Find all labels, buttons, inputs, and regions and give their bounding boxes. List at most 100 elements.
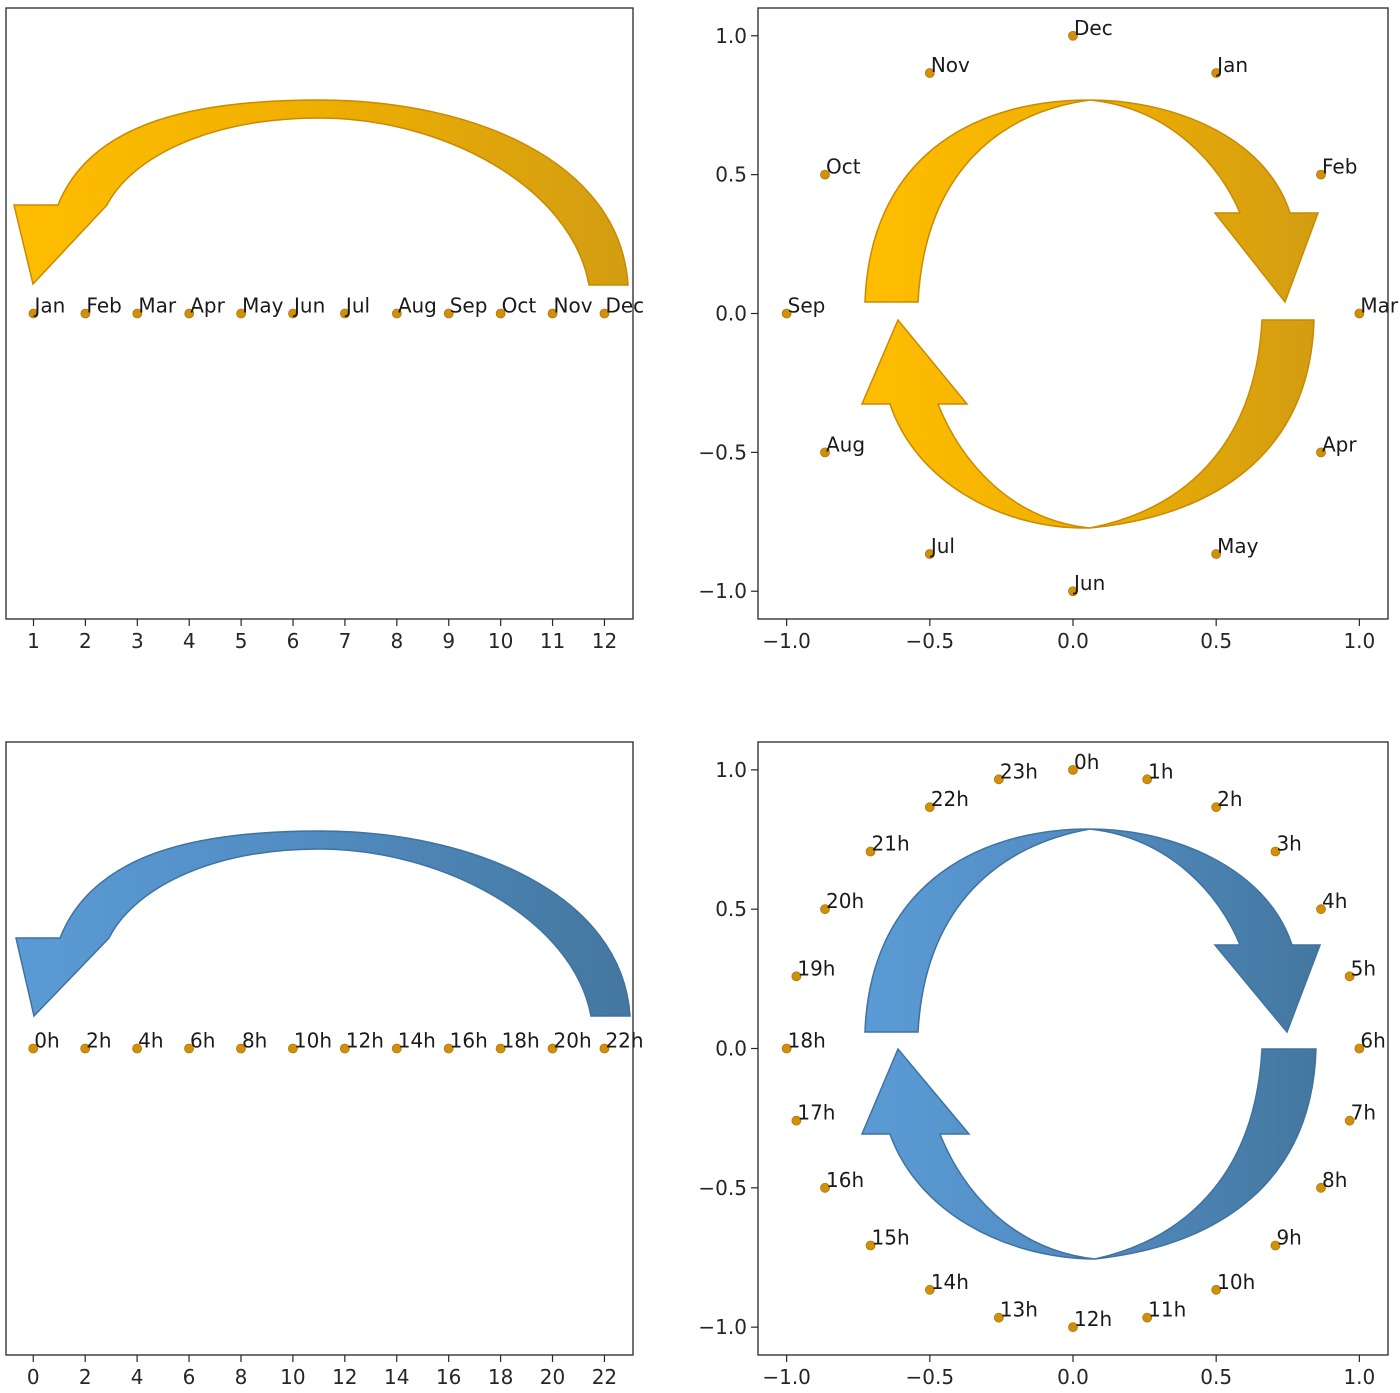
point-label: 23h	[1000, 759, 1038, 783]
point-label: 3h	[1276, 832, 1301, 856]
data-point	[1316, 904, 1326, 915]
data-point	[1068, 30, 1078, 41]
data-point	[1068, 1322, 1078, 1333]
data-point	[1354, 308, 1365, 319]
point-label: 0h	[1074, 750, 1099, 774]
x-tick-label: 8	[235, 1365, 248, 1389]
point-label: Jan	[33, 294, 66, 318]
data-point	[599, 308, 610, 319]
point-label: Jun	[1072, 571, 1105, 595]
data-point	[1344, 971, 1355, 982]
point-label: 14h	[398, 1029, 436, 1053]
arrow-bottom-left	[15, 830, 631, 1018]
curved-arrow-shape	[13, 99, 629, 286]
y-tick-label: 0.0	[715, 302, 747, 326]
point-label: Jan	[1215, 53, 1248, 77]
point-label: 12h	[346, 1029, 384, 1053]
x-tick-label: 16	[436, 1365, 461, 1389]
point-label: Aug	[398, 294, 437, 318]
point-label: 18h	[502, 1029, 540, 1053]
point-label: 21h	[872, 832, 910, 856]
x-tick-label: 4	[183, 629, 196, 653]
x-tick-label: 0	[27, 1365, 40, 1389]
point-label: Feb	[86, 294, 121, 318]
data-point	[443, 1043, 454, 1054]
point-label: 13h	[1000, 1298, 1038, 1322]
y-tick-label: 1.0	[715, 758, 747, 782]
panel-bottom-right: 0h 1h 2h 3h 4h 5h 6h 7h 8h 9h 10h 11h 12h 13h 14h 15h 16…	[698, 741, 1389, 1389]
x-tick-label: 7	[339, 629, 352, 653]
x-tick-label: −0.5	[906, 1365, 955, 1389]
x-tick-label: 1.0	[1343, 629, 1375, 653]
data-point	[443, 308, 454, 319]
data-point	[820, 447, 830, 458]
clockwise-arrow-lower	[860, 318, 1315, 529]
x-tick-label: 2	[79, 1365, 92, 1389]
x-tick-label: 8	[390, 629, 403, 653]
data-point	[820, 904, 830, 915]
x-tick-label: 0.0	[1057, 1365, 1089, 1389]
data-point	[781, 308, 792, 319]
panel-bottom-left: 0h 2h 4h 6h 8h 10h 12h 14h 16h 18h 20h 22h 0 2 4 6 8 10 1…	[5, 741, 644, 1389]
data-point	[924, 802, 935, 813]
point-label: Mar	[1360, 294, 1399, 318]
point-label: Dec	[1074, 16, 1113, 40]
data-point	[495, 1043, 506, 1054]
y-tick-label: −1.0	[698, 579, 747, 603]
data-point	[924, 549, 935, 559]
x-tick-label: 10	[488, 629, 513, 653]
x-tick-label: 12	[332, 1365, 357, 1389]
clockwise-arrow-upper	[864, 828, 1322, 1034]
data-point	[1270, 1240, 1281, 1251]
x-tick-label: 12	[592, 629, 617, 653]
x-tick-label: 3	[131, 629, 144, 653]
x-tick-label: 6	[287, 629, 300, 653]
point-label: 7h	[1351, 1101, 1376, 1125]
data-point	[1211, 549, 1222, 559]
point-label: 6h	[1360, 1029, 1385, 1053]
data-point	[1344, 1115, 1355, 1126]
y-tick-label: 0.5	[715, 897, 747, 921]
y-tick-label: 1.0	[715, 24, 747, 48]
point-label: 8h	[1322, 1168, 1347, 1192]
y-tick-label: 0.0	[715, 1037, 747, 1061]
x-tick-label: 6	[183, 1365, 196, 1389]
y-tick-label: −0.5	[698, 1176, 747, 1200]
data-point	[1316, 447, 1326, 458]
x-tick-label: 5	[235, 629, 248, 653]
data-point	[340, 308, 350, 319]
point-label: Apr	[190, 294, 225, 318]
x-tick-label: 2	[79, 629, 92, 653]
point-label: Nov	[554, 294, 593, 318]
data-point	[791, 1115, 802, 1126]
point-label: May	[1217, 534, 1259, 558]
x-tick-label: 0.5	[1200, 1365, 1232, 1389]
x-tick-label: 20	[540, 1365, 565, 1389]
data-point	[1316, 169, 1326, 180]
y-tick-label: −1.0	[698, 1315, 747, 1339]
data-point	[924, 68, 935, 78]
data-point	[547, 308, 558, 319]
data-point	[993, 774, 1004, 785]
axes-frame	[5, 7, 634, 620]
data-point	[993, 1312, 1004, 1323]
x-tick-label: 1	[27, 629, 40, 653]
x-tick-label: 1.0	[1343, 1365, 1375, 1389]
y-tick-label: 0.5	[715, 163, 747, 187]
data-point	[236, 1043, 246, 1054]
data-point	[781, 1043, 792, 1054]
x-tick-label: 0.0	[1057, 629, 1089, 653]
x-tick-label: 18	[488, 1365, 513, 1389]
point-label: 11h	[1148, 1298, 1186, 1322]
data-point	[1211, 1284, 1222, 1295]
x-tick-label: −1.0	[762, 629, 811, 653]
x-tick-label: 11	[540, 629, 565, 653]
x-tick-label: 0.5	[1200, 629, 1232, 653]
point-label: 16h	[826, 1168, 864, 1192]
data-point	[391, 308, 402, 319]
y-tick-label: −0.5	[698, 440, 747, 464]
x-tick-label: 22	[592, 1365, 617, 1389]
clockwise-arrow-upper	[864, 99, 1320, 304]
data-point	[80, 1043, 91, 1054]
